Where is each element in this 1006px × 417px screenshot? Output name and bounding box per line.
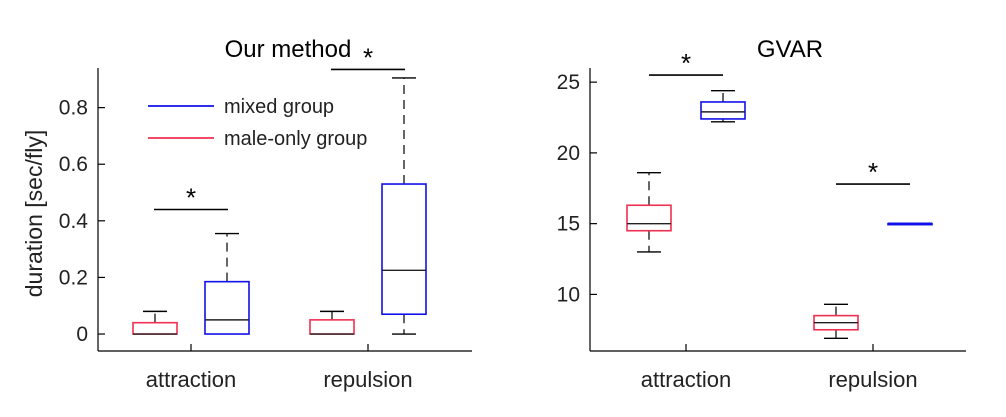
chart-title: GVAR — [757, 36, 823, 63]
box-body — [381, 183, 427, 316]
box-body — [132, 321, 178, 335]
box-attraction-mixed — [700, 89, 746, 123]
box-repulsion-male-only — [309, 310, 355, 335]
box-repulsion-male-only — [813, 303, 859, 339]
box-repulsion-mixed — [381, 77, 427, 335]
y-tick-label: 0.2 — [59, 266, 88, 289]
y-tick-label: 0.6 — [59, 153, 88, 176]
box-body — [309, 319, 355, 335]
y-tick-label: 0.8 — [59, 97, 88, 120]
x-tick-label: repulsion — [323, 367, 412, 392]
y-tick-label: 20 — [557, 142, 580, 165]
y-tick-label: 10 — [557, 283, 580, 306]
legend-label: male-only group — [224, 128, 367, 150]
x-tick-label: attraction — [146, 367, 237, 392]
box-body — [626, 204, 672, 232]
significance-star: * — [363, 42, 373, 72]
chart-panel-2: 10 15 20 25 attraction repulsion GVAR * * — [557, 36, 966, 392]
significance-star: * — [186, 183, 196, 213]
chart-title: Our method — [225, 36, 352, 63]
y-tick-label: 0 — [76, 323, 88, 346]
box-attraction-mixed — [204, 232, 250, 335]
significance-star: * — [681, 48, 691, 78]
box-attraction-male-only — [132, 310, 178, 335]
box-body — [204, 280, 250, 335]
y-tick-label: 0.4 — [59, 210, 89, 233]
box-attraction-male-only — [626, 172, 672, 253]
legend-label: mixed group — [224, 96, 334, 118]
y-axis-label: duration [sec/fly] — [21, 130, 47, 297]
y-tick-label: 25 — [557, 71, 580, 94]
chart-panel-1: 0 0.2 0.4 0.6 0.8 attraction repulsion Our meth… — [21, 36, 472, 392]
y-tick-label: 15 — [557, 213, 580, 236]
box-body — [700, 101, 746, 120]
x-tick-label: attraction — [641, 367, 732, 392]
significance-star: * — [868, 157, 878, 187]
box-repulsion-mixed — [887, 222, 933, 226]
x-tick-label: repulsion — [828, 367, 917, 392]
